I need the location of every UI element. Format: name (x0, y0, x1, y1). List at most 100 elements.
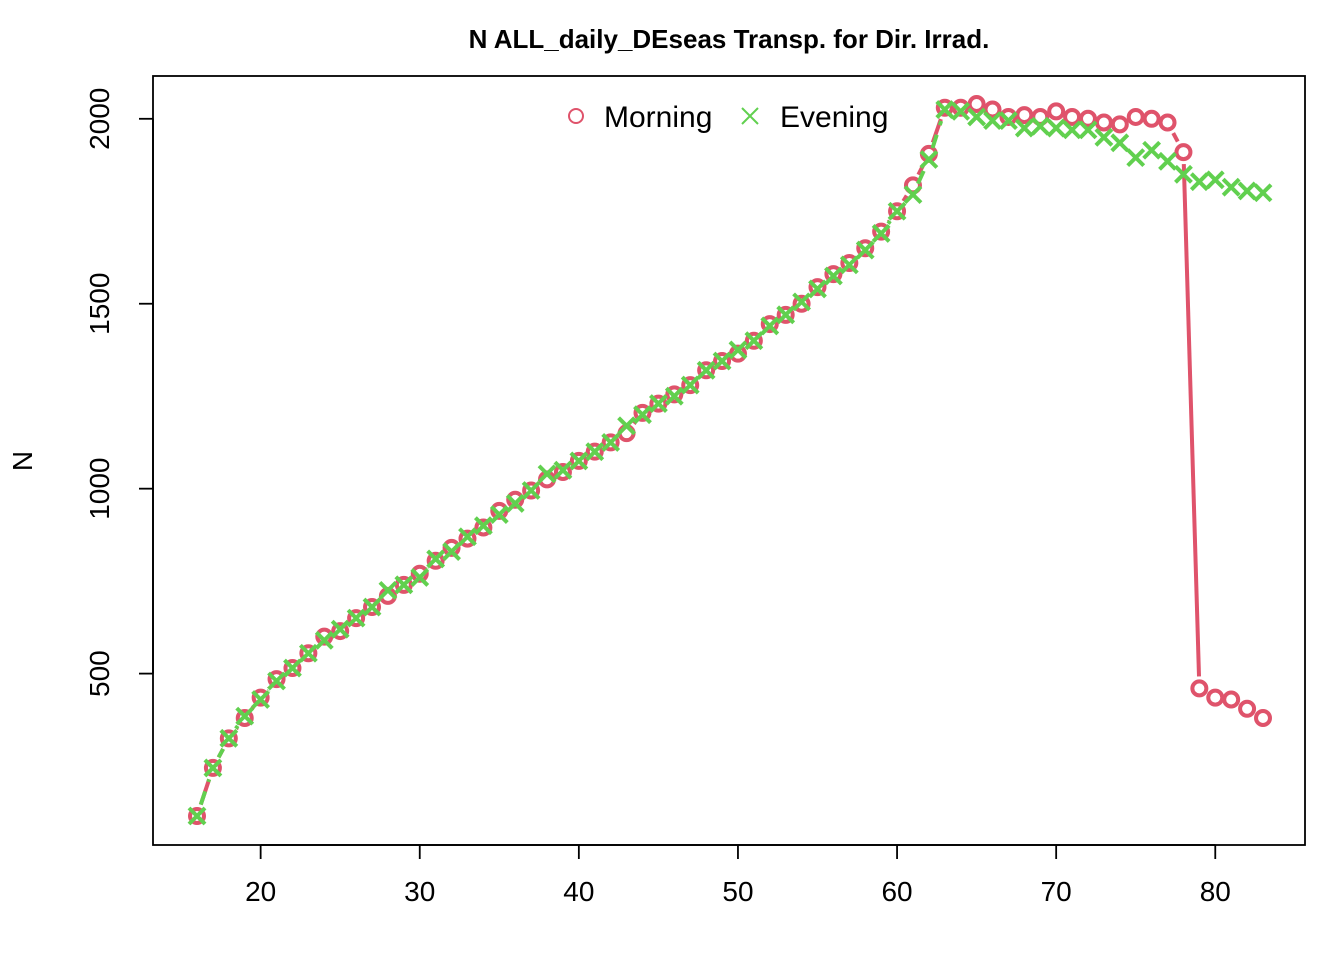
data-point (251, 688, 270, 707)
data-point (314, 630, 334, 650)
y-axis: 500 1000 1500 2000 (84, 88, 154, 697)
data-point (330, 619, 350, 639)
data-point (999, 107, 1018, 126)
data-point (967, 95, 986, 113)
data-point (1126, 148, 1146, 168)
data-point (378, 580, 398, 600)
data-point (1062, 120, 1082, 140)
data-point (601, 433, 620, 452)
data-point (188, 807, 206, 825)
data-point (458, 527, 477, 547)
data-point (840, 254, 859, 273)
data-point (1110, 115, 1129, 134)
data-point (1094, 113, 1113, 132)
data-point (712, 351, 732, 371)
data-point (585, 442, 604, 461)
data-point (490, 501, 509, 520)
data-point (887, 201, 907, 221)
chart-title: N ALL_daily_DEseas Transp. for Dir. Irra… (469, 24, 990, 54)
data-point (1014, 118, 1034, 138)
data-point (1189, 172, 1209, 192)
data-point (633, 403, 652, 422)
data-point (331, 622, 350, 641)
series-line-segment (1171, 132, 1180, 143)
data-point (473, 516, 493, 536)
data-point (824, 266, 843, 286)
data-point (1046, 118, 1066, 138)
data-point (362, 597, 382, 617)
data-point (458, 529, 477, 548)
data-point (983, 100, 1002, 119)
data-point (521, 481, 541, 500)
x-axis: 20 30 40 50 60 70 80 (245, 844, 1231, 907)
data-point (601, 433, 621, 452)
data-point (1078, 120, 1098, 140)
data-point (1078, 109, 1097, 128)
data-point (267, 670, 286, 689)
data-point (394, 575, 414, 595)
data-point (394, 575, 413, 594)
series-line-segment (930, 120, 944, 149)
data-point (633, 405, 652, 425)
data-point (697, 361, 716, 380)
series-line-segment (1181, 164, 1202, 677)
data-point (187, 806, 207, 826)
data-point (203, 758, 223, 778)
data-point (855, 240, 875, 260)
data-point (872, 222, 891, 241)
series-line-segment (901, 194, 909, 203)
legend-marker (568, 108, 584, 124)
legend-marker (741, 107, 759, 125)
data-point (569, 451, 588, 470)
data-point (681, 376, 700, 395)
data-point (919, 150, 939, 169)
data-point (235, 706, 255, 726)
data-point (1158, 113, 1177, 132)
data-point (951, 98, 970, 117)
data-point (1254, 708, 1272, 727)
data-point (363, 598, 382, 617)
data-point (792, 292, 812, 312)
data-point (505, 494, 525, 513)
data-point (665, 385, 684, 404)
data-point (1015, 106, 1034, 125)
data-point (1063, 107, 1082, 126)
data-point (856, 239, 875, 258)
x-tick-label: 50 (722, 876, 753, 907)
data-point (648, 394, 668, 414)
data-point (283, 658, 302, 678)
data-point (585, 442, 605, 462)
data-point (474, 518, 493, 537)
data-point (680, 375, 700, 395)
x-tick-label: 70 (1041, 876, 1072, 907)
data-point (251, 690, 271, 709)
data-point (1142, 140, 1162, 160)
legend: Morning Evening (568, 101, 888, 134)
data-point (824, 265, 843, 284)
data-point (871, 224, 891, 243)
data-point (1110, 133, 1130, 153)
data-point (1190, 679, 1209, 698)
data-point (219, 729, 238, 748)
data-point (489, 505, 509, 524)
data-point (537, 464, 557, 484)
y-axis-label: N (7, 451, 38, 471)
data-point (808, 279, 827, 299)
data-point (903, 185, 923, 205)
data-point (1222, 690, 1241, 709)
data-point (951, 101, 971, 121)
legend-item-evening: Evening (741, 101, 888, 134)
data-point (1094, 127, 1114, 147)
data-point (1174, 143, 1193, 162)
y-tick-label: 500 (84, 650, 115, 697)
series-line-segment (916, 169, 926, 185)
y-tick-label: 1500 (84, 273, 115, 335)
data-point (506, 490, 525, 509)
data-point (744, 331, 764, 351)
series-line-segment (234, 724, 240, 730)
data-point (235, 708, 254, 727)
legend-label: Morning (604, 101, 712, 134)
data-point (298, 643, 318, 663)
data-point (1237, 181, 1257, 201)
